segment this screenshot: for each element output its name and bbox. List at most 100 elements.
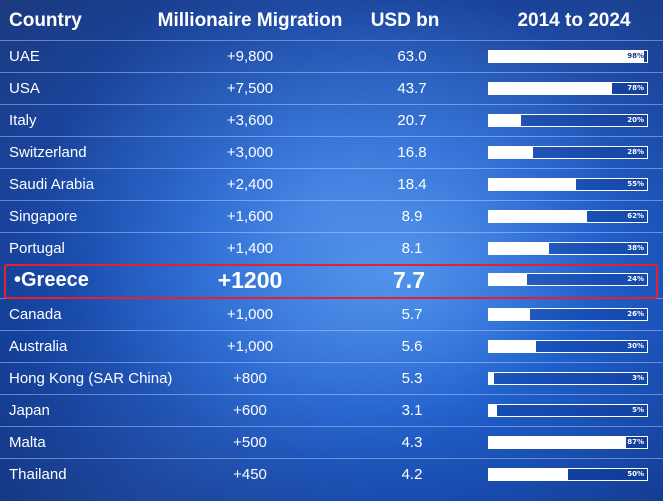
table-header: Country Millionaire Migration USD bn 201… [0, 0, 663, 40]
growth-bar-fill [489, 51, 644, 62]
growth-bar-fill [489, 437, 626, 448]
growth-bar: 3% [488, 372, 648, 385]
growth-bar-fill [489, 469, 568, 480]
header-country: Country [9, 10, 82, 31]
country-cell: Canada [9, 306, 62, 323]
growth-bar-fill [489, 179, 576, 190]
growth-bar-fill [489, 115, 521, 126]
migration-cell: +3,600 [226, 112, 274, 129]
growth-bar: 78% [488, 82, 648, 95]
migration-cell: +1,000 [226, 338, 274, 355]
migration-cell: +9,800 [226, 48, 274, 65]
growth-bar: 30% [488, 340, 648, 353]
growth-bar-fill [489, 243, 549, 254]
table-row: Italy +3,600 20.7 20% [0, 104, 663, 136]
migration-cell: +1,000 [226, 306, 274, 323]
migration-cell: +500 [233, 434, 267, 451]
usd-cell: 8.9 [401, 208, 423, 225]
growth-percent-label: 62% [627, 212, 644, 220]
table-row: Hong Kong (SAR China) +800 5.3 3% [0, 362, 663, 394]
header-range: 2014 to 2024 [517, 10, 631, 31]
country-cell: Portugal [9, 240, 65, 257]
growth-percent-label: 24% [627, 275, 644, 283]
country-cell: Hong Kong (SAR China) [9, 370, 173, 387]
growth-bar: 24% [488, 273, 648, 286]
migration-cell: +800 [233, 370, 267, 387]
migration-cell: +1,400 [226, 240, 274, 257]
migration-cell: +7,500 [226, 80, 274, 97]
header-usd: USD bn [370, 10, 440, 31]
migration-cell: +3,000 [226, 144, 274, 161]
usd-cell: 3.1 [401, 402, 423, 419]
growth-bar-fill [489, 274, 527, 285]
table-row: •Greece +1200 7.7 24% [0, 264, 663, 296]
usd-cell: 18.4 [397, 176, 427, 193]
growth-bar: 26% [488, 308, 648, 321]
table-row: Thailand +450 4.2 50% [0, 458, 663, 490]
growth-bar-fill [489, 83, 612, 94]
growth-bar: 38% [488, 242, 648, 255]
growth-percent-label: 30% [627, 342, 644, 350]
usd-cell: 16.8 [397, 144, 427, 161]
growth-percent-label: 28% [627, 148, 644, 156]
country-cell: •Greece [14, 269, 89, 291]
growth-percent-label: 3% [632, 374, 644, 382]
growth-percent-label: 5% [632, 406, 644, 414]
growth-bar: 20% [488, 114, 648, 127]
country-cell: Singapore [9, 208, 78, 225]
migration-cell: +1200 [217, 267, 283, 293]
usd-cell: 43.7 [397, 80, 427, 97]
growth-bar-fill [489, 147, 533, 158]
country-cell: Italy [9, 112, 37, 129]
header-migration: Millionaire Migration [157, 10, 343, 31]
migration-cell: +1,600 [226, 208, 274, 225]
usd-cell: 20.7 [397, 112, 427, 129]
growth-percent-label: 98% [627, 52, 644, 60]
growth-bar: 5% [488, 404, 648, 417]
growth-percent-label: 38% [627, 244, 644, 252]
growth-bar-fill [489, 373, 494, 384]
table-row: Canada +1,000 5.7 26% [0, 298, 663, 330]
table-row: Singapore +1,600 8.9 62% [0, 200, 663, 232]
usd-cell: 5.6 [401, 338, 423, 355]
table-row: Saudi Arabia +2,400 18.4 55% [0, 168, 663, 200]
growth-bar: 62% [488, 210, 648, 223]
migration-cell: +2,400 [226, 176, 274, 193]
growth-bar-fill [489, 341, 536, 352]
growth-bar: 98% [488, 50, 648, 63]
table-row: Switzerland +3,000 16.8 28% [0, 136, 663, 168]
country-cell: UAE [9, 48, 40, 65]
growth-percent-label: 55% [627, 180, 644, 188]
country-cell: Japan [9, 402, 50, 419]
migration-cell: +600 [233, 402, 267, 419]
growth-bar: 50% [488, 468, 648, 481]
country-cell: Thailand [9, 466, 67, 483]
growth-bar-fill [489, 405, 497, 416]
table-row: Japan +600 3.1 5% [0, 394, 663, 426]
usd-cell: 7.7 [393, 267, 425, 293]
growth-bar: 87% [488, 436, 648, 449]
growth-bar: 28% [488, 146, 648, 159]
usd-cell: 4.2 [401, 466, 423, 483]
growth-percent-label: 78% [627, 84, 644, 92]
usd-cell: 8.1 [401, 240, 423, 257]
table-row: Malta +500 4.3 87% [0, 426, 663, 458]
table-row: USA +7,500 43.7 78% [0, 72, 663, 104]
usd-cell: 4.3 [401, 434, 423, 451]
usd-cell: 5.7 [401, 306, 423, 323]
growth-percent-label: 50% [627, 470, 644, 478]
table-row: Portugal +1,400 8.1 38% [0, 232, 663, 264]
table-row: Australia +1,000 5.6 30% [0, 330, 663, 362]
table-row: UAE +9,800 63.0 98% [0, 40, 663, 72]
country-cell: Malta [9, 434, 46, 451]
country-cell: Switzerland [9, 144, 87, 161]
growth-bar-fill [489, 309, 530, 320]
growth-percent-label: 20% [627, 116, 644, 124]
migration-cell: +450 [233, 466, 267, 483]
growth-bar-fill [489, 211, 587, 222]
country-cell: USA [9, 80, 40, 97]
country-cell: Saudi Arabia [9, 176, 95, 193]
country-cell: Australia [9, 338, 68, 355]
growth-percent-label: 26% [627, 310, 644, 318]
usd-cell: 63.0 [397, 48, 427, 65]
